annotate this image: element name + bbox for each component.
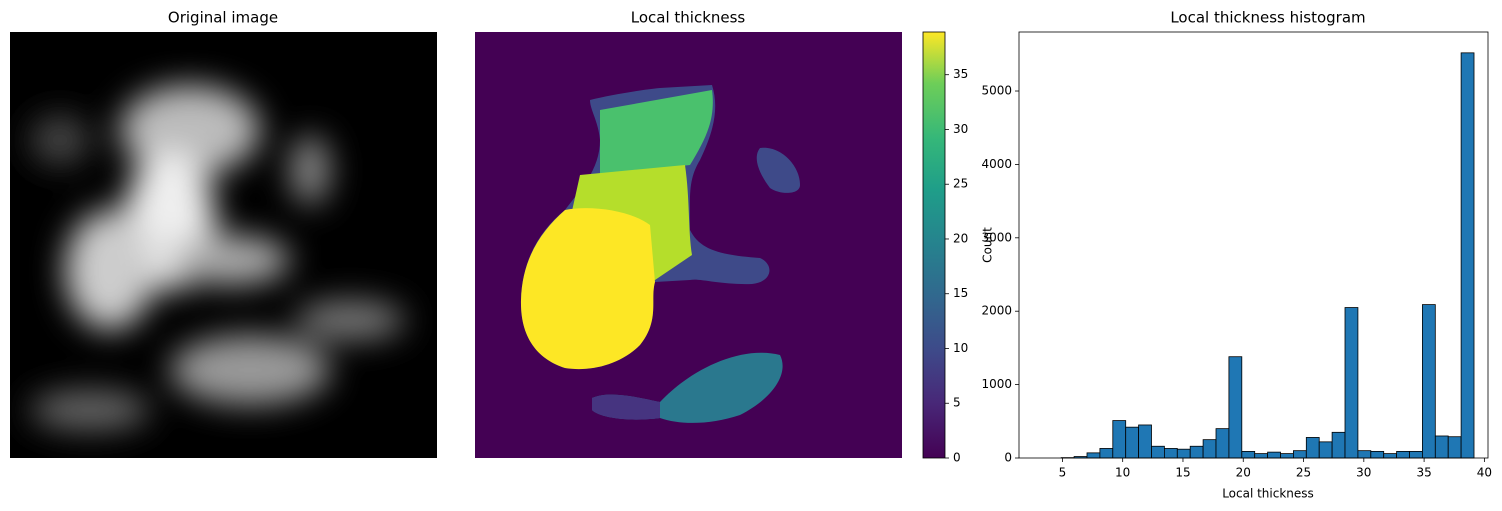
x-tick-label: 30 [1356,466,1371,480]
bar [1344,307,1359,459]
y-axis-label: Count [981,227,995,263]
colorbar-frame [922,31,946,459]
colorbar-tick-label: 0 [953,451,961,465]
x-tick-label: 25 [1296,466,1311,480]
colorbar-tick-label: 20 [953,231,968,245]
colorbar-tick-label: 15 [953,286,968,300]
bar [1293,450,1307,459]
y-tick-label: 4000 [981,157,1012,171]
bar [1447,436,1462,459]
bar [1357,450,1372,459]
panel-title: Local thickness histogram [1170,9,1365,27]
bar [1086,452,1101,459]
axes-frame [1018,31,1489,459]
bar [1151,445,1165,459]
bar [1164,448,1178,459]
bar [1383,453,1398,459]
y-tick-label: 3000 [981,230,1012,244]
panel-title: Local thickness [631,9,746,27]
bar [1370,450,1385,459]
bar [1112,420,1127,459]
colorbar-tick-label: 5 [953,396,961,410]
bar [1396,450,1410,459]
thickness-map [475,32,902,458]
bar [1228,356,1243,459]
bar [1280,453,1294,459]
bar [1215,428,1230,459]
x-tick-label: 35 [1416,466,1431,480]
bar [1409,450,1423,459]
bar [1331,431,1346,459]
x-tick-label: 20 [1236,466,1251,480]
y-tick-label: 1000 [981,377,1012,391]
colorbar-tick-label: 35 [953,67,968,81]
panel-title: Original image [168,9,278,27]
y-tick-label: 2000 [981,304,1012,318]
bar [1202,439,1217,459]
bar [1138,424,1152,459]
bar [1267,451,1281,459]
colorbar-tick-label: 30 [953,122,968,136]
bar [1434,435,1449,459]
y-tick-label: 5000 [981,84,1012,98]
colorbar [923,32,945,458]
bar [1176,448,1191,459]
bar [1422,304,1436,459]
bar [1099,448,1114,459]
x-axis-label: Local thickness [1222,487,1314,501]
bar [1460,52,1475,459]
bar [1305,437,1320,459]
colorbar-tick-label: 25 [953,177,968,191]
x-tick-label: 5 [1059,466,1067,480]
x-tick-label: 15 [1175,466,1190,480]
colorbar-tick-label: 10 [953,341,968,355]
y-tick-label: 0 [1004,451,1012,465]
x-tick-label: 40 [1477,466,1492,480]
bar [1254,453,1269,459]
original-image [10,32,437,458]
bar [1189,445,1204,459]
bar [1125,426,1140,459]
x-tick-label: 10 [1115,466,1130,480]
bar [1318,441,1333,459]
bar [1241,450,1256,459]
